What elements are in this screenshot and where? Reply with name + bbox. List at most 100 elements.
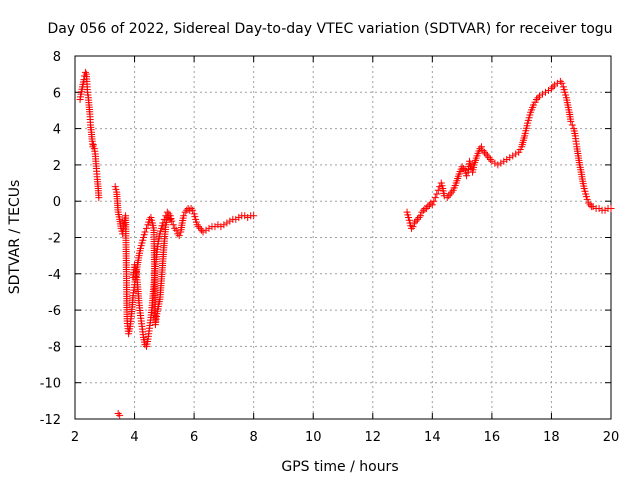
x-tick-label: 18 [543,430,560,445]
data-point [416,212,424,220]
data-point [494,161,502,169]
data-point [534,94,542,102]
data-point [232,215,240,223]
x-tick-label: 20 [603,430,620,445]
data-point [142,224,150,232]
x-tick-label: 6 [190,430,198,445]
data-point [187,204,195,212]
y-tick-label: 4 [53,123,61,138]
data-point [607,204,615,212]
data-point [483,152,491,160]
data-point [585,199,593,207]
data-point [446,190,454,198]
data-point [512,150,520,158]
y-tick-label: -4 [48,268,61,283]
y-tick-label: -10 [40,377,61,392]
data-point [223,219,231,227]
data-point [428,201,436,209]
y-tick-label: -2 [48,232,61,247]
data-point [550,81,558,89]
data-point [181,208,189,216]
y-tick-label: -12 [40,413,61,428]
data-point [433,190,441,198]
data-point [89,143,97,151]
data-point [422,204,430,212]
y-tick-label: 6 [53,86,61,101]
data-point [558,79,566,87]
data-point [199,228,207,236]
data-point [485,154,493,162]
data-point [410,219,418,227]
x-tick-label: 2 [71,430,79,445]
data-point [586,201,594,209]
data-point [583,195,591,203]
data-point [412,217,420,225]
data-point [567,117,575,125]
data-point [241,212,249,220]
data-point [506,154,514,162]
data-point [205,224,213,232]
data-point [479,146,487,154]
x-tick-labels: 2 4 6 8 10 12 14 16 18 20 [71,430,619,445]
data-point [419,206,427,214]
data-point [544,86,552,94]
data-point [220,221,228,229]
data-point [116,411,124,419]
data-point [166,215,174,223]
y-tick-label: -8 [48,340,61,355]
data-point [427,199,435,207]
data-point [141,228,149,236]
data-point [434,186,442,194]
data-point [418,208,426,216]
data-point [556,77,564,85]
data-point [547,85,555,93]
data-point [595,204,603,212]
grid-lines [75,56,611,419]
data-point [486,155,494,163]
data-point [500,157,508,165]
data-point [460,165,468,173]
y-tick-label: 8 [53,50,61,65]
x-tick-label: 4 [130,430,138,445]
data-point [160,215,168,223]
data-point [174,230,182,238]
data-point [476,145,484,153]
data-point [431,194,439,202]
data-point [415,214,423,222]
data-point [491,159,499,167]
data-point [250,212,258,220]
data-point [196,224,204,232]
data-point [536,92,544,100]
y-axis-label: SDTVAR / TECUs [7,180,23,295]
data-point [445,192,453,200]
data-point [409,223,417,231]
data-point [81,68,89,76]
x-tick-label: 12 [365,430,382,445]
data-point [195,223,203,231]
data-points [76,68,615,419]
data-point [180,212,188,220]
data-point [214,221,222,229]
x-tick-label: 14 [424,430,441,445]
data-point [541,88,549,96]
data-point [217,223,225,231]
data-point [89,141,97,149]
x-axis-label: GPS time / hours [281,459,398,475]
y-tick-labels: -12 -10 -8 -6 -4 -2 0 2 4 6 8 [40,50,61,428]
data-point [533,96,541,104]
data-point [477,143,485,151]
data-point [430,197,438,205]
data-point [480,148,488,156]
data-point [159,219,167,227]
data-point [539,90,547,98]
data-point [226,217,234,225]
data-point [549,83,557,91]
data-point [169,221,177,229]
data-point [568,121,576,129]
data-point [163,208,171,216]
x-tick-label: 8 [250,430,258,445]
chart-title: Day 056 of 2022, Sidereal Day-to-day VTE… [47,21,612,37]
data-point [407,224,415,232]
y-tick-label: 2 [53,159,61,174]
